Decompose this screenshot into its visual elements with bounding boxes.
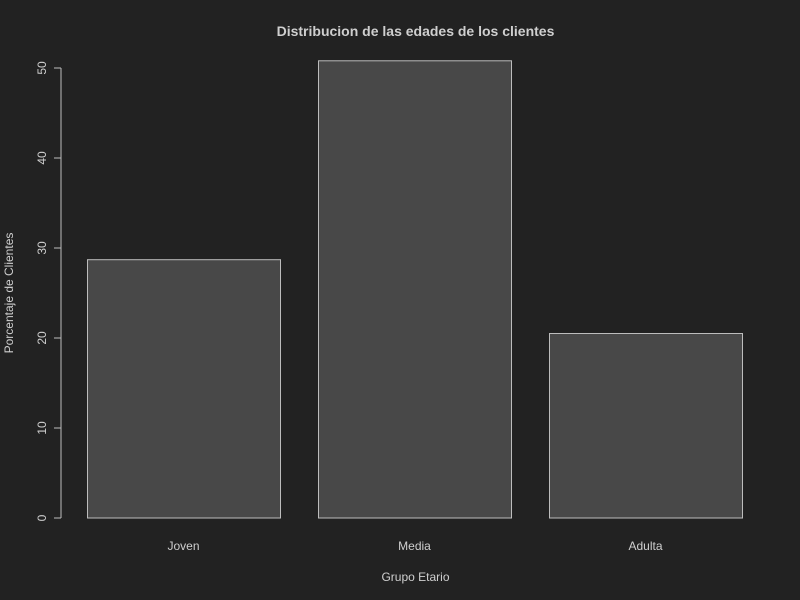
- bar-joven: [87, 259, 281, 519]
- y-tick-label: 20: [35, 331, 49, 345]
- y-tick-label: 10: [35, 421, 49, 435]
- chart-title: Distribucion de las edades de los client…: [277, 23, 555, 39]
- y-tick-label: 50: [35, 61, 49, 75]
- bar-series: [87, 60, 743, 519]
- y-axis: 0 10 20 30 40 50: [35, 61, 62, 521]
- bar-media: [318, 60, 512, 519]
- bar-adulta: [549, 333, 743, 519]
- x-tick-label-media: Media: [398, 539, 431, 553]
- x-axis-title: Grupo Etario: [381, 570, 449, 584]
- y-tick-label: 0: [35, 514, 49, 521]
- y-tick-label: 30: [35, 241, 49, 255]
- y-tick-label: 40: [35, 151, 49, 165]
- x-tick-label-joven: Joven: [167, 539, 199, 553]
- y-axis-title: Porcentaje de Clientes: [2, 233, 16, 354]
- x-axis-labels: Joven Media Adulta: [167, 539, 662, 553]
- x-tick-label-adulta: Adulta: [628, 539, 662, 553]
